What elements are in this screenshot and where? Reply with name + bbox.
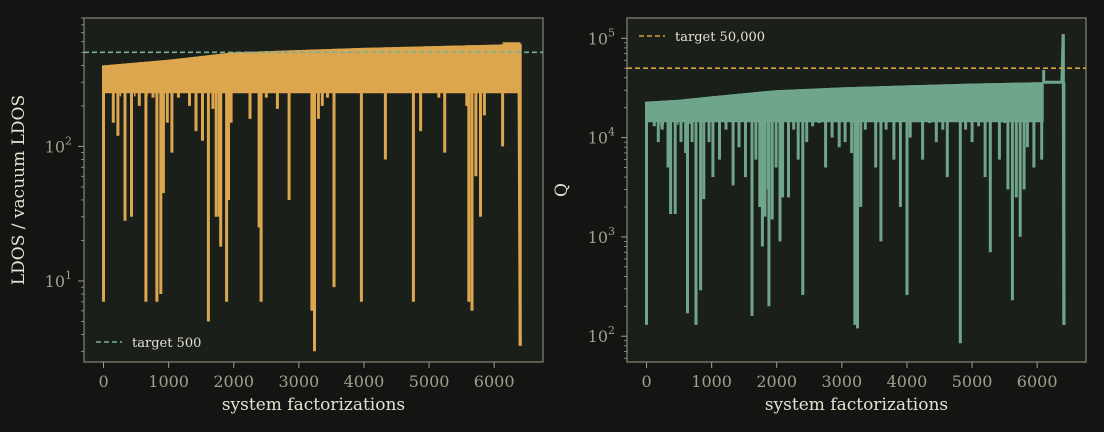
dense-series [102,43,519,101]
legend-label: target 50,000 [675,30,765,45]
x-tick-label: 0 [98,372,108,391]
x-tick-label: 1000 [148,372,189,391]
x-tick-label: 5000 [409,372,450,391]
x-tick-label: 5000 [952,372,993,391]
y-tick-label: 102 [588,324,615,346]
legend: target 50,000 [639,30,765,45]
legend: target 500 [96,336,201,351]
x-tick-label: 2000 [213,372,254,391]
x-axis-label: system factorizations [222,395,405,415]
ldos-chart: 0 1000 2000 3000 4000 5000 6000 101 102 system fa… [9,17,544,415]
x-tick-label: 6000 [474,372,515,391]
y-tick-label: 104 [588,126,615,148]
y-axis-label: LDOS / vacuum LDOS [9,95,29,285]
legend-label: target 500 [132,336,201,351]
q-chart: 0 1000 2000 3000 4000 5000 6000 102 103 104 105 sys… [552,17,1087,415]
series-tail [502,42,522,346]
y-tick-label: 101 [45,269,72,291]
x-tick-label: 4000 [887,372,928,391]
x-tick-label: 1000 [691,372,732,391]
series-tail [1043,34,1066,325]
x-tick-label: 3000 [278,372,319,391]
x-tick-label: 3000 [821,372,862,391]
dense-series [645,82,1043,128]
x-tick-label: 4000 [344,372,385,391]
y-tick-label: 103 [588,225,615,247]
x-axis-label: system factorizations [765,395,948,415]
y-tick-label: 105 [588,26,615,48]
x-tick-label: 2000 [756,372,797,391]
y-tick-label: 102 [45,134,72,156]
x-tick-label: 0 [641,372,651,391]
y-axis-label: Q [552,183,572,197]
x-tick-label: 6000 [1017,372,1058,391]
